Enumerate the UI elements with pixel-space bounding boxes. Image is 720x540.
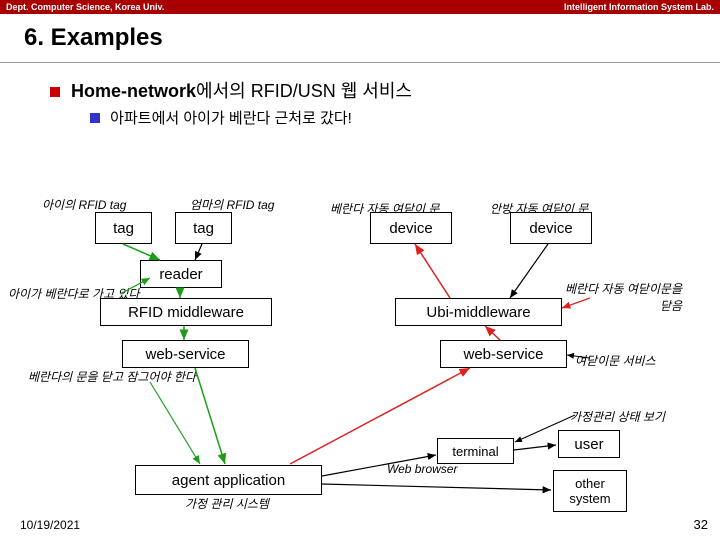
bullet-sub-text: 아파트에서 아이가 베란다 근처로 갔다! xyxy=(110,110,352,127)
slide-title: 6. Examples xyxy=(24,24,720,52)
header-right: Intelligent Information System Lab. xyxy=(564,2,714,12)
box-user: user xyxy=(558,430,620,458)
box-ubi-mw: Ubi-middleware xyxy=(395,298,562,326)
label-mom-tag: 엄마의 RFID tag xyxy=(190,196,274,213)
header-bar: Dept. Computer Science, Korea Univ. Inte… xyxy=(0,0,720,14)
bullet-main: Home-network에서의 RFID/USN 웹 서비스 xyxy=(50,77,720,103)
box-agent: agent application xyxy=(135,465,322,495)
bullet-square-red xyxy=(50,87,60,97)
label-home-system: 가정 관리 시스템 xyxy=(185,495,269,512)
bullet-main-rest: 에서의 RFID/USN 웹 서비스 xyxy=(196,81,412,101)
box-reader: reader xyxy=(140,260,222,288)
box-tag1: tag xyxy=(95,212,152,244)
label-must-close: 베란다의 문을 닫고 잠그어야 한다 xyxy=(28,368,196,385)
box-ws1: web-service xyxy=(122,340,249,368)
footer-date: 10/19/2021 xyxy=(20,518,80,532)
bullet-square-blue xyxy=(90,113,100,123)
title-rule xyxy=(0,62,720,63)
box-tag2: tag xyxy=(175,212,232,244)
header-left: Dept. Computer Science, Korea Univ. xyxy=(6,2,164,12)
bullet-sub: 아파트에서 아이가 베란다 근처로 갔다! xyxy=(90,107,720,128)
bullet-main-strong: Home-network xyxy=(71,81,196,101)
label-child-tag: 아이의 RFID tag xyxy=(42,196,126,213)
label-door-service: 여닫이문 서비스 xyxy=(575,352,656,369)
box-ws2: web-service xyxy=(440,340,567,368)
label-home-status: 가정관리 상태 보기 xyxy=(570,408,665,425)
footer-page: 32 xyxy=(694,517,708,532)
box-device2: device xyxy=(510,212,592,244)
label-web-browser: Web browser xyxy=(387,462,457,476)
box-other: other system xyxy=(553,470,627,512)
box-rfid-mw: RFID middleware xyxy=(100,298,272,326)
box-terminal: terminal xyxy=(437,438,514,464)
box-device1: device xyxy=(370,212,452,244)
label-close-door: 베란다 자동 여닫이문을 닫음 xyxy=(565,280,682,314)
